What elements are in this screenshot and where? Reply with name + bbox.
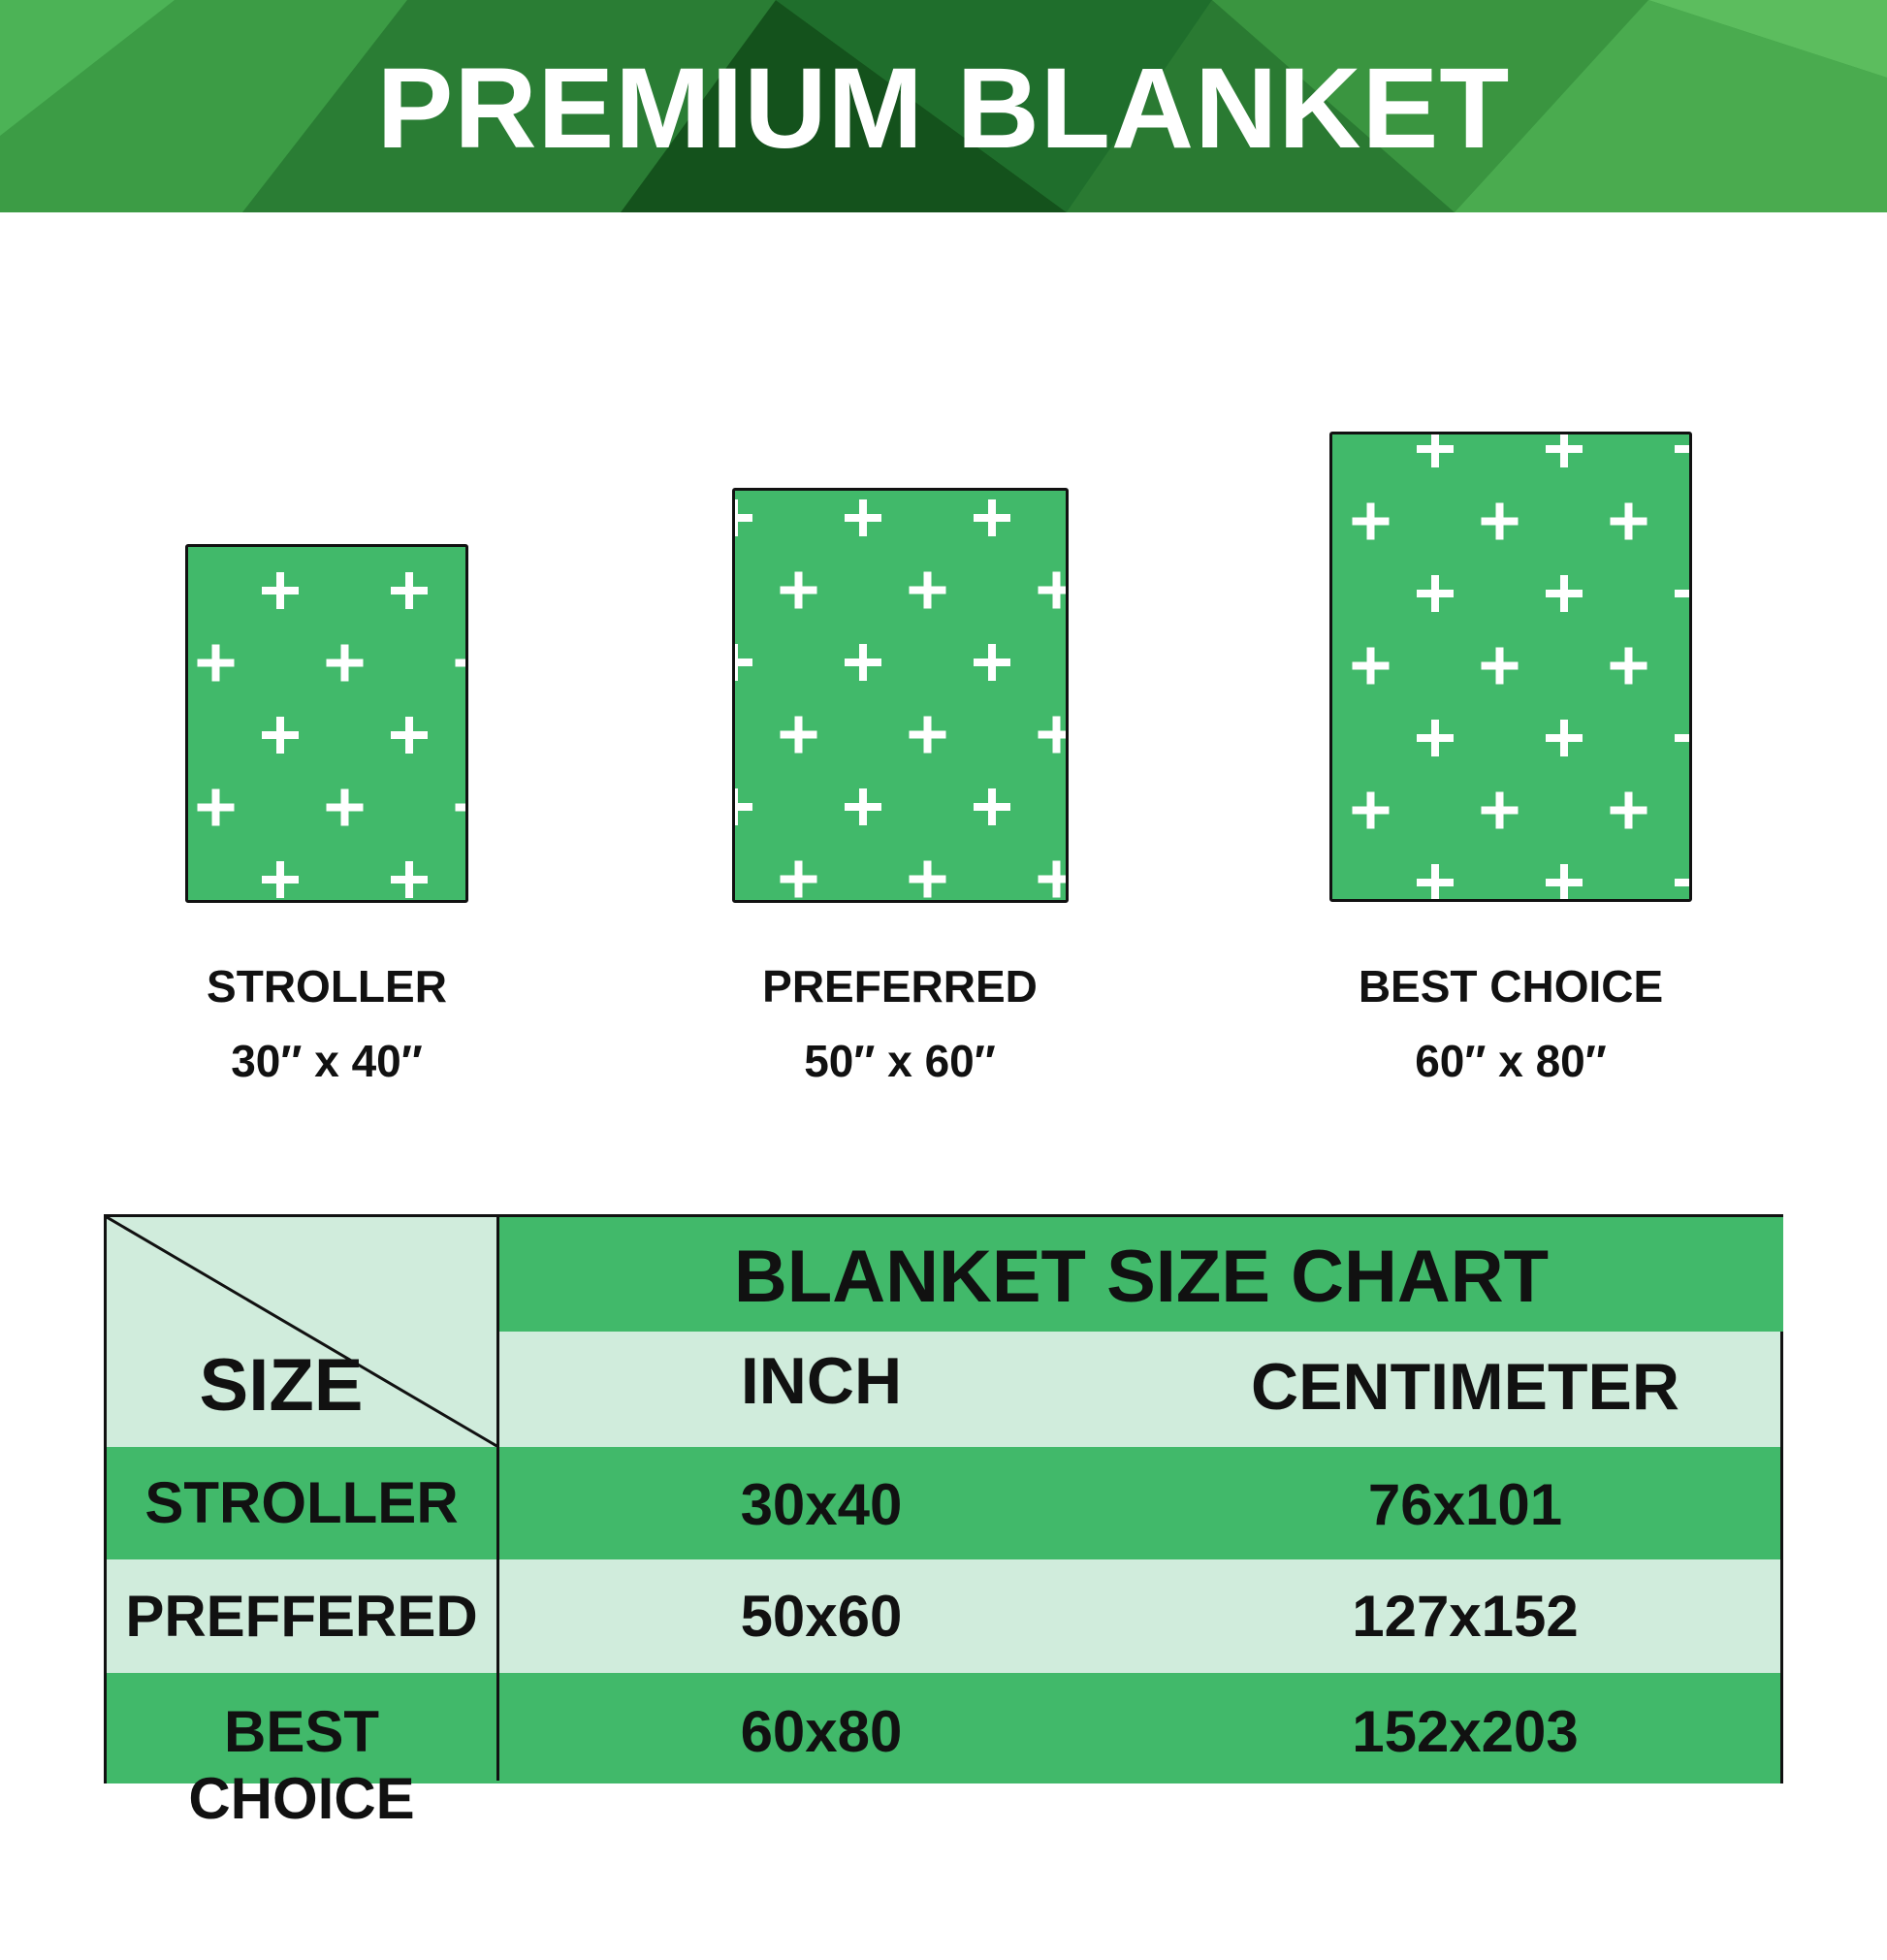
- white-cross-icon: [1675, 575, 1689, 612]
- blanket-best-choice-image: [1329, 432, 1692, 902]
- white-cross-icon: [909, 571, 946, 609]
- row-size-label: STROLLER: [144, 1470, 459, 1535]
- row-cm-value: 152x203: [1352, 1699, 1579, 1764]
- row-cm-value: 127x152: [1352, 1584, 1579, 1649]
- white-cross-icon: [1610, 502, 1647, 540]
- white-cross-icon: [1610, 791, 1647, 829]
- white-cross-icon: [262, 717, 299, 754]
- cross-pattern: [735, 499, 1066, 898]
- white-cross-icon: [1417, 575, 1454, 612]
- row-size-label: PREFFERED: [125, 1584, 478, 1649]
- white-cross-icon: [1481, 791, 1519, 829]
- row-inch-value: 60x80: [740, 1699, 903, 1764]
- white-cross-icon: [974, 499, 1010, 536]
- white-cross-icon: [974, 644, 1010, 681]
- blanket-best-choice-name: BEST CHOICE: [1358, 961, 1664, 1012]
- table-row-band: [107, 1447, 1780, 1559]
- white-cross-icon: [780, 716, 817, 754]
- row-inch-value: 50x60: [740, 1584, 903, 1649]
- white-cross-icon: [909, 716, 946, 754]
- blanket-preferred-name: PREFERRED: [762, 961, 1038, 1012]
- title-band: [499, 1217, 1783, 1332]
- polygon-background: [0, 0, 1887, 212]
- white-cross-icon: [262, 861, 299, 898]
- column-divider: [496, 1217, 499, 1781]
- white-cross-icon: [845, 499, 881, 536]
- cross-pattern: [1352, 434, 1689, 899]
- blanket-preferred-size: 50″ x 60″: [804, 1036, 996, 1086]
- white-cross-icon: [845, 644, 881, 681]
- white-cross-icon: [391, 717, 428, 754]
- white-cross-icon: [1546, 434, 1583, 467]
- column-header-inch: INCH: [740, 1344, 903, 1418]
- white-cross-icon: [735, 788, 752, 825]
- header-banner: PREMIUM BLANKET: [0, 0, 1887, 212]
- blanket-preferred-image: [732, 488, 1069, 903]
- white-cross-icon: [391, 861, 428, 898]
- table-title: BLANKET SIZE CHART: [733, 1236, 1550, 1318]
- white-cross-icon: [1546, 720, 1583, 756]
- white-cross-icon: [845, 788, 881, 825]
- white-cross-icon: [197, 644, 235, 682]
- cross-pattern: [197, 572, 465, 898]
- white-cross-icon: [391, 572, 428, 609]
- corner-size-label: SIZE: [199, 1344, 364, 1427]
- white-cross-icon: [1610, 647, 1647, 685]
- white-cross-icon: [262, 572, 299, 609]
- diagonal-divider: [107, 1217, 499, 1447]
- white-cross-icon: [1675, 864, 1689, 899]
- white-cross-icon: [326, 644, 364, 682]
- column-header-centimeter: CENTIMETER: [1251, 1350, 1679, 1424]
- row-size-label: BEST CHOICE: [188, 1699, 415, 1831]
- white-cross-icon: [1352, 791, 1390, 829]
- page-title: PREMIUM BLANKET: [376, 45, 1511, 173]
- row-cm-value: 76x101: [1367, 1472, 1563, 1537]
- white-cross-icon: [1417, 434, 1454, 467]
- white-cross-icon: [1352, 502, 1390, 540]
- white-cross-icon: [1038, 571, 1066, 609]
- blanket-stroller-image: [185, 544, 468, 903]
- size-chart-table: BLANKET SIZE CHART SIZE INCH CENTIMETER …: [104, 1214, 1783, 1831]
- white-cross-icon: [1546, 575, 1583, 612]
- white-cross-icon: [1038, 716, 1066, 754]
- blanket-stroller-name: STROLLER: [207, 961, 447, 1012]
- white-cross-icon: [1675, 720, 1689, 756]
- white-cross-icon: [1417, 720, 1454, 756]
- white-cross-icon: [1481, 647, 1519, 685]
- row-inch-value: 30x40: [740, 1472, 903, 1537]
- white-cross-icon: [780, 860, 817, 898]
- white-cross-icon: [1417, 864, 1454, 899]
- white-cross-icon: [1546, 864, 1583, 899]
- white-cross-icon: [326, 788, 364, 826]
- white-cross-icon: [1675, 434, 1689, 467]
- white-cross-icon: [1352, 647, 1390, 685]
- white-cross-icon: [780, 571, 817, 609]
- white-cross-icon: [455, 644, 465, 682]
- white-cross-icon: [197, 788, 235, 826]
- white-cross-icon: [1038, 860, 1066, 898]
- white-cross-icon: [1481, 502, 1519, 540]
- white-cross-icon: [455, 788, 465, 826]
- white-cross-icon: [735, 644, 752, 681]
- white-cross-icon: [735, 499, 752, 536]
- blanket-best-choice-size: 60″ x 80″: [1415, 1036, 1607, 1086]
- white-cross-icon: [909, 860, 946, 898]
- blanket-stroller-size: 30″ x 40″: [231, 1036, 423, 1086]
- table-row-band: [107, 1673, 1780, 1783]
- white-cross-icon: [974, 788, 1010, 825]
